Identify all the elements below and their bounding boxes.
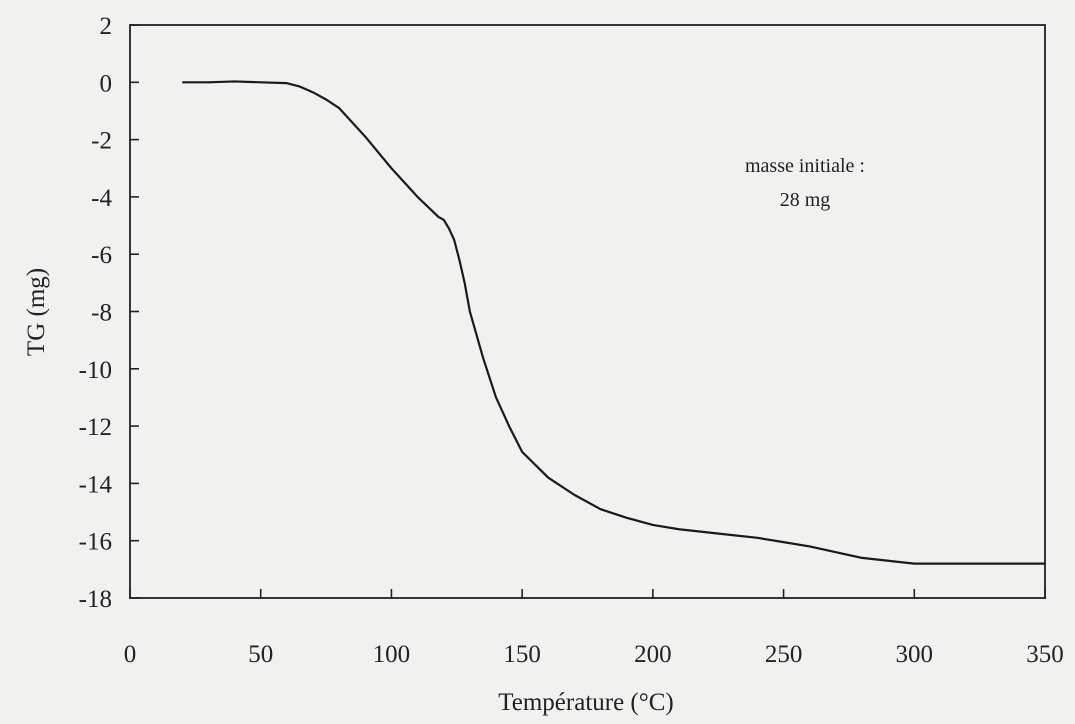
annotation-initial-mass-value: 28 mg xyxy=(780,189,831,211)
y-tick-label: -4 xyxy=(91,185,112,212)
annotation-initial-mass-label: masse initiale : xyxy=(745,155,865,177)
y-axis: 2 0 -2 -4 -6 -8 -10 -12 -14 -16 -18 xyxy=(79,13,139,613)
y-tick-label: -18 xyxy=(79,586,112,613)
y-tick-label: -8 xyxy=(91,300,112,327)
x-tick-label: 150 xyxy=(503,641,541,668)
y-tick-label: -6 xyxy=(91,242,112,269)
tg-curve-line xyxy=(182,80,1045,565)
y-tick-label: 0 xyxy=(100,70,113,97)
x-axis: 0 50 100 150 200 250 300 350 xyxy=(124,589,1064,668)
y-tick-label: 2 xyxy=(100,13,113,40)
plot-area xyxy=(129,24,1046,599)
x-tick-label: 0 xyxy=(124,641,137,668)
y-tick-label: -14 xyxy=(79,471,113,498)
y-axis-title: TG (mg) xyxy=(23,268,50,356)
x-tick-label: 300 xyxy=(896,641,934,668)
y-tick-label: -12 xyxy=(79,414,112,441)
y-tick-label: -10 xyxy=(79,357,112,384)
x-axis-title: Température (°C) xyxy=(498,689,674,716)
x-tick-label: 350 xyxy=(1026,641,1064,668)
x-tick-label: 250 xyxy=(765,641,803,668)
plot-frame xyxy=(129,24,1046,599)
y-tick-label: -16 xyxy=(79,529,112,556)
x-tick-label: 100 xyxy=(373,641,411,668)
y-tick-label: -2 xyxy=(91,128,112,155)
x-tick-label: 50 xyxy=(248,641,273,668)
x-tick-label: 200 xyxy=(634,641,672,668)
